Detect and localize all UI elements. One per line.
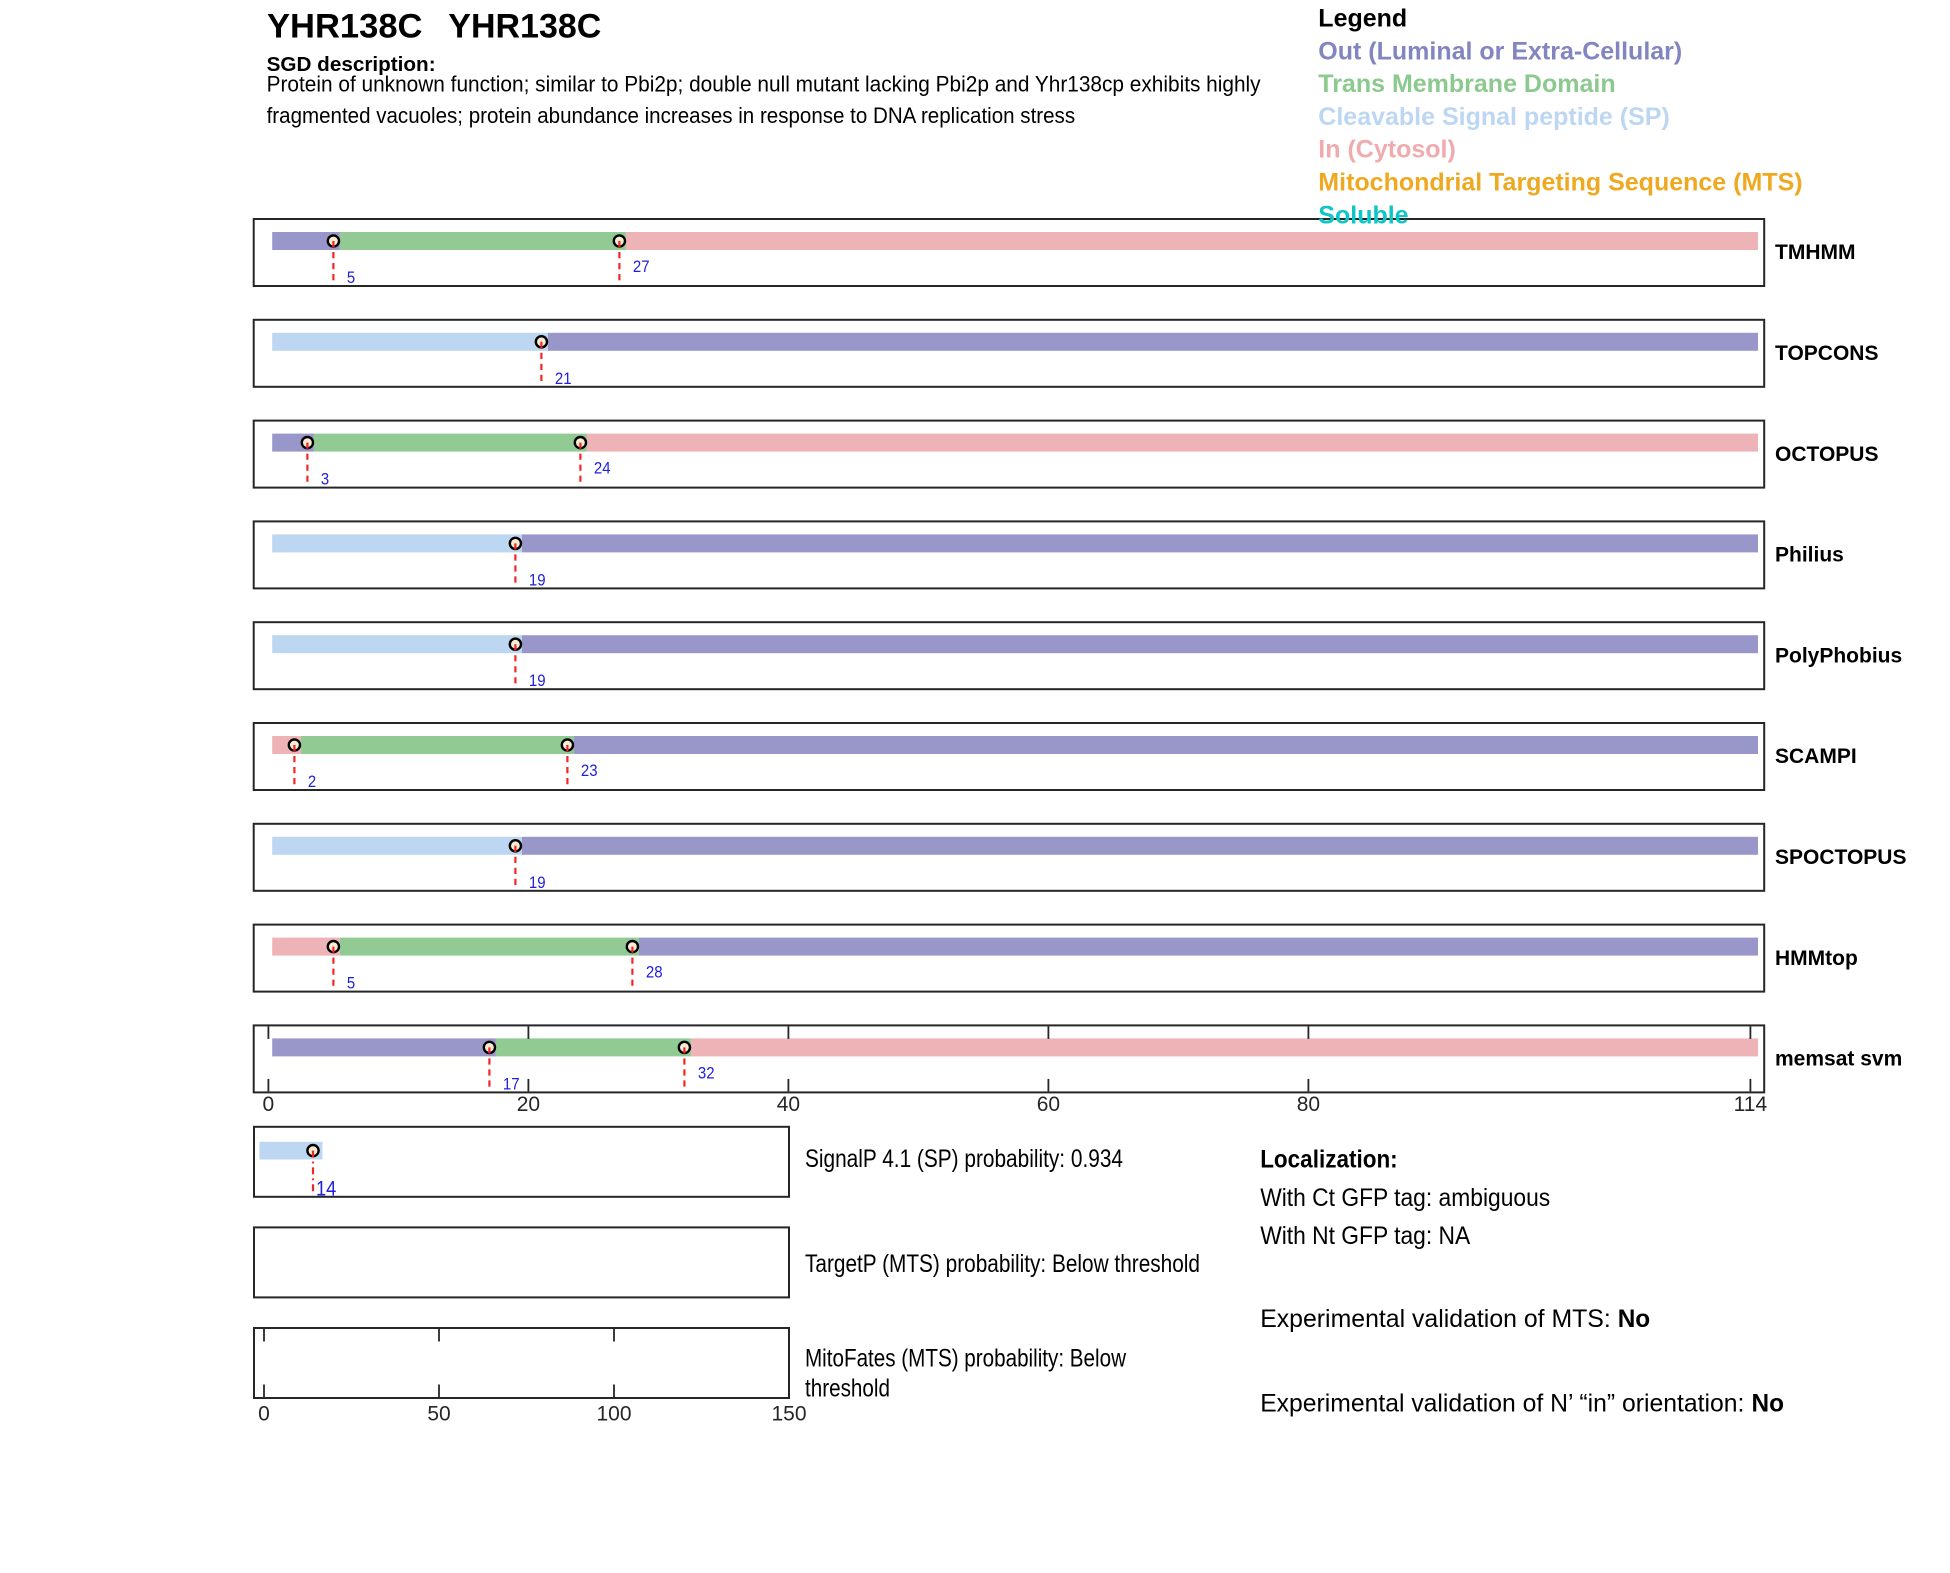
svg-text:23: 23 [581, 761, 598, 780]
svg-text:24: 24 [594, 459, 611, 478]
svg-text:19: 19 [529, 671, 546, 690]
svg-text:100: 100 [596, 1403, 631, 1426]
svg-text:50: 50 [427, 1403, 450, 1426]
svg-text:SCAMPI: SCAMPI [1775, 745, 1857, 768]
svg-text:memsat svm: memsat svm [1775, 1048, 1902, 1071]
svg-text:Localization:: Localization: [1260, 1146, 1398, 1174]
svg-text:PolyPhobius: PolyPhobius [1775, 644, 1902, 667]
svg-text:Trans Membrane Domain: Trans Membrane Domain [1318, 70, 1615, 98]
svg-text:SignalP 4.1 (SP) probability:: SignalP 4.1 (SP) probability: 0.934 [805, 1145, 1123, 1173]
svg-text:Legend: Legend [1318, 5, 1407, 33]
svg-text:28: 28 [646, 963, 663, 982]
svg-text:YHR138C: YHR138C [267, 8, 423, 46]
svg-text:In (Cytosol): In (Cytosol) [1318, 136, 1456, 164]
svg-text:fragmented vacuoles; protein a: fragmented vacuoles; protein abundance i… [267, 103, 1076, 128]
svg-text:SPOCTOPUS: SPOCTOPUS [1775, 846, 1906, 869]
svg-text:114: 114 [1734, 1093, 1768, 1116]
svg-text:5: 5 [347, 268, 355, 287]
svg-text:0: 0 [258, 1403, 270, 1426]
svg-text:With Nt GFP tag: NA: With Nt GFP tag: NA [1260, 1222, 1470, 1250]
svg-text:HMMtop: HMMtop [1775, 947, 1858, 970]
svg-text:80: 80 [1297, 1093, 1320, 1116]
svg-text:MitoFates (MTS) probability: B: MitoFates (MTS) probability: Below [805, 1345, 1127, 1373]
svg-text:14: 14 [316, 1177, 337, 1200]
svg-text:threshold: threshold [805, 1374, 890, 1402]
svg-text:3: 3 [321, 470, 329, 489]
svg-text:With Ct GFP tag: ambiguous: With Ct GFP tag: ambiguous [1260, 1184, 1550, 1212]
svg-text:17: 17 [503, 1074, 520, 1093]
svg-text:20: 20 [517, 1093, 540, 1116]
svg-text:No: No [1752, 1390, 1785, 1418]
svg-text:YHR138C: YHR138C [448, 8, 601, 46]
svg-text:0: 0 [263, 1093, 275, 1116]
svg-text:Philius: Philius [1775, 544, 1844, 567]
svg-text:TMHMM: TMHMM [1775, 241, 1855, 264]
svg-text:150: 150 [771, 1403, 806, 1426]
svg-text:Experimental validation of MTS: Experimental validation of MTS: [1260, 1305, 1618, 1333]
svg-text:19: 19 [529, 873, 546, 892]
svg-text:Cleavable Signal peptide (SP): Cleavable Signal peptide (SP) [1318, 103, 1669, 131]
svg-text:TargetP (MTS) probability: Bel: TargetP (MTS) probability: Below thresho… [805, 1250, 1200, 1278]
svg-text:SGD description:: SGD description: [267, 54, 436, 76]
svg-text:60: 60 [1037, 1093, 1060, 1116]
svg-text:Soluble: Soluble [1318, 201, 1408, 229]
svg-text:Out (Luminal or Extra-Cellular: Out (Luminal or Extra-Cellular) [1318, 37, 1682, 65]
svg-text:5: 5 [347, 974, 355, 993]
svg-text:27: 27 [633, 257, 650, 276]
svg-text:21: 21 [555, 369, 572, 388]
svg-text:Experimental validation of N’: Experimental validation of N’ “in” orien… [1260, 1390, 1751, 1418]
svg-text:40: 40 [777, 1093, 800, 1116]
svg-text:Mitochondrial Targeting Sequen: Mitochondrial Targeting Sequence (MTS) [1318, 169, 1802, 197]
svg-text:TOPCONS: TOPCONS [1775, 342, 1878, 365]
svg-text:2: 2 [308, 772, 316, 791]
svg-text:No: No [1618, 1305, 1651, 1333]
svg-text:OCTOPUS: OCTOPUS [1775, 443, 1878, 466]
svg-text:19: 19 [529, 570, 546, 589]
svg-text:Protein of unknown function; s: Protein of unknown function; similar to … [267, 71, 1261, 96]
svg-text:32: 32 [698, 1063, 715, 1082]
